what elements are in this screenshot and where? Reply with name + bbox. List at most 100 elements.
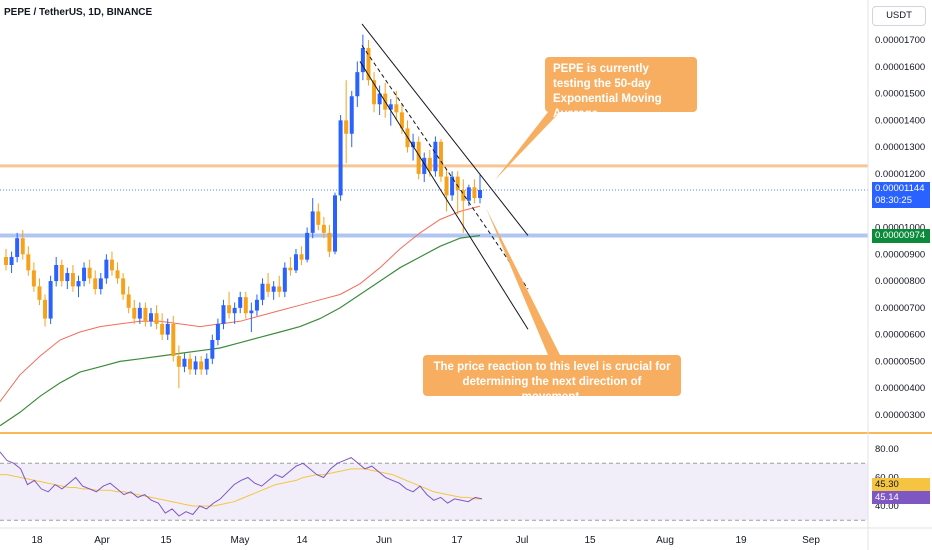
candle-body (355, 72, 360, 97)
candle-body (305, 232, 310, 260)
candle-body (59, 265, 64, 282)
candle-body (121, 278, 126, 295)
candle-body (126, 294, 131, 308)
candle-body (232, 307, 237, 314)
candle-body (344, 120, 349, 134)
annotation-note-top[interactable]: PEPE is currently testing the 50-day Exp… (545, 57, 697, 120)
channel-lower-line (359, 61, 529, 330)
candle-body (422, 157, 427, 174)
candle-body (366, 48, 371, 81)
candle-body (377, 93, 382, 105)
candle-body (104, 259, 109, 279)
rsi-pane: 80.0060.0040.00 (0, 444, 899, 521)
price-tick-label: 0.00001500 (875, 89, 925, 100)
candle-body (416, 141, 421, 174)
time-tick-label: 18 (31, 535, 43, 546)
currency-selector[interactable]: USDT (872, 6, 926, 26)
candle-body (4, 256, 8, 265)
price-tick-label: 0.00001300 (875, 142, 925, 153)
candle-body (70, 273, 75, 287)
candle-body (321, 224, 326, 233)
candle-body (20, 238, 25, 255)
moving-averages (0, 205, 481, 427)
candle-body (171, 323, 176, 357)
candle-body (455, 176, 460, 190)
price-tick-label: 0.00001200 (875, 169, 925, 180)
rsi-ma-tag: 45.30 (872, 478, 930, 491)
channel-mid-line (361, 45, 529, 290)
time-tick-label: Apr (94, 535, 110, 546)
candle-body (461, 190, 466, 201)
annotation-note-bottom[interactable]: The price reaction to this level is cruc… (423, 355, 681, 403)
candle-body (165, 323, 170, 335)
candle-body (254, 299, 259, 311)
price-tick-label: 0.00000600 (875, 330, 925, 341)
candle-body (394, 104, 399, 113)
ema-price-tag: 0.00000974 (872, 229, 930, 243)
candle-body (227, 305, 232, 314)
time-tick-label: 14 (296, 535, 308, 546)
note-bottom-pointer (486, 208, 560, 355)
price-tick-label: 0.00000500 (875, 356, 925, 367)
candle-body (210, 340, 215, 359)
candle-body (310, 211, 315, 233)
candle-body (372, 80, 377, 105)
candle-body (9, 256, 14, 265)
candle-body (238, 297, 243, 308)
candle-body (143, 307, 148, 322)
candle-body (444, 176, 449, 196)
candle-body (260, 283, 265, 300)
candle-body (466, 187, 471, 201)
candle-body (478, 190, 482, 199)
price-tick-label: 0.00000400 (875, 383, 925, 394)
candle-body (338, 120, 343, 196)
candle-body (115, 270, 120, 279)
candle-body (98, 278, 103, 290)
candles (4, 34, 482, 389)
candle-body (349, 96, 354, 134)
candle-body (26, 254, 31, 271)
price-tick-label: 0.00000700 (875, 303, 925, 314)
candle-body (249, 310, 254, 314)
candle-body (87, 267, 92, 279)
candle-body (31, 270, 36, 287)
candle-body (15, 238, 20, 257)
candle-body (93, 278, 98, 290)
time-tick-label: Aug (656, 535, 674, 546)
candle-body (333, 195, 338, 252)
candle-body (204, 358, 209, 370)
last-price-tag: 0.00001144 08:30:25 (872, 182, 930, 208)
candle-body (316, 211, 321, 225)
candle-body (388, 104, 393, 110)
rsi-line (0, 451, 483, 517)
price-tick-label: 0.00000800 (875, 276, 925, 287)
candle-body (48, 281, 53, 319)
candle-body (215, 323, 220, 340)
candle-body (137, 307, 142, 319)
candle-body (438, 141, 443, 177)
price-tick-label: 0.00001700 (875, 35, 925, 46)
channel-upper-line (361, 23, 529, 236)
rsi-ma-line (0, 468, 482, 507)
candle-body (188, 358, 193, 370)
rsi-value-tag: 45.14 (872, 491, 930, 504)
candle-body (299, 254, 304, 260)
price-tick-label: 0.00000300 (875, 410, 925, 421)
time-tick-label: Jun (376, 535, 392, 546)
candle-body (65, 273, 70, 282)
ema-fast-line (0, 205, 481, 402)
candle-body (109, 259, 114, 271)
candle-body (82, 267, 87, 282)
note-top-pointer (495, 112, 560, 180)
candle-body (193, 361, 198, 370)
last-price-value: 0.00001144 (875, 183, 925, 194)
candle-body (182, 358, 187, 367)
candle-body (160, 323, 165, 335)
price-tick-label: 0.00000900 (875, 249, 925, 260)
rsi-tick-label: 80.00 (875, 444, 899, 455)
candle-body (433, 141, 438, 172)
candle-body (76, 281, 81, 287)
time-tick-label: 15 (584, 535, 596, 546)
chart-title: PEPE / TetherUS, 1D, BINANCE (4, 7, 153, 18)
